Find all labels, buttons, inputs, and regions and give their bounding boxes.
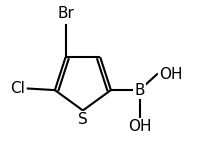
- Text: OH: OH: [128, 119, 151, 134]
- Text: S: S: [78, 112, 88, 127]
- Text: Br: Br: [57, 6, 74, 21]
- Text: B: B: [134, 83, 145, 98]
- Text: Cl: Cl: [11, 81, 26, 96]
- Text: OH: OH: [159, 67, 182, 82]
